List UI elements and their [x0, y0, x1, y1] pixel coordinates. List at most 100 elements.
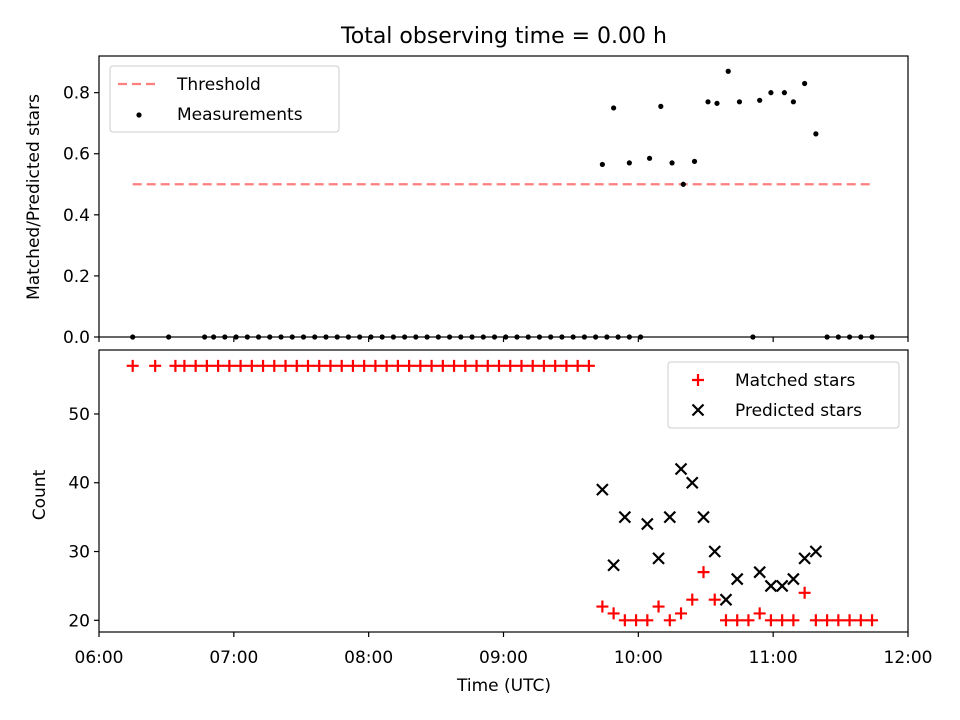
measurement-point: [658, 103, 664, 109]
matched-star-point: [470, 359, 483, 372]
matched-star-point: [708, 593, 721, 606]
x-tick-label: 10:00: [614, 648, 663, 668]
bottom-marks: [126, 359, 879, 627]
predicted-star-point: [641, 517, 654, 531]
matched-star-point: [459, 359, 472, 372]
top-panel: 0.00.20.40.60.8 Matched/Predicted stars …: [24, 55, 909, 348]
legend-predicted-label: Predicted stars: [735, 401, 862, 421]
predicted-star-point: [674, 462, 688, 476]
matched-star-point: [832, 614, 845, 627]
predicted-star-point: [787, 572, 800, 586]
matched-star-point: [582, 359, 595, 372]
measurement-point: [736, 99, 743, 105]
measurement-point: [611, 105, 617, 111]
matched-star-point: [596, 600, 609, 613]
matched-star-point: [189, 359, 202, 372]
y-tick-label: 20: [68, 611, 90, 631]
predicted-star-point: [798, 552, 811, 565]
y-tick-label: 0.4: [63, 206, 90, 226]
predicted-star-point: [809, 545, 823, 558]
measurement-point: [599, 161, 605, 168]
matched-star-point: [257, 359, 270, 372]
measurement-point: [714, 100, 720, 106]
measurement-point: [725, 68, 731, 74]
matched-star-point: [313, 359, 326, 372]
predicted-star-point: [719, 593, 733, 606]
matched-star-point: [436, 359, 449, 372]
matched-star-point: [663, 614, 676, 627]
matched-star-point: [571, 359, 584, 372]
matched-star-point: [301, 359, 314, 372]
matched-star-point: [369, 359, 382, 372]
top-y-axis-label: Matched/Predicted stars: [24, 94, 44, 300]
matched-star-point: [200, 359, 213, 372]
y-tick-label: 50: [68, 405, 90, 425]
y-tick-label: 0.0: [63, 328, 90, 348]
matched-star-point: [697, 566, 710, 579]
matched-star-point: [425, 359, 438, 372]
matched-star-point: [549, 359, 562, 372]
legend-matched-swatch: [692, 374, 704, 386]
matched-star-point: [537, 359, 550, 372]
matched-star-point: [809, 614, 822, 627]
bottom-y-axis-label: Count: [30, 469, 50, 520]
matched-star-point: [414, 359, 427, 372]
predicted-star-point: [652, 552, 665, 565]
matched-star-point: [764, 614, 777, 627]
y-tick-label: 0.2: [63, 267, 90, 287]
matched-star-point: [358, 359, 371, 372]
x-tick-label: 11:00: [749, 648, 798, 668]
measurement-point: [757, 97, 763, 103]
measurement-point: [768, 90, 774, 96]
matched-star-point: [268, 359, 281, 372]
matched-star-point: [290, 359, 303, 372]
matched-star-point: [652, 600, 665, 613]
x-axis-label: Time (UTC): [456, 676, 551, 696]
matched-star-point: [776, 614, 789, 627]
matched-star-point: [798, 586, 811, 599]
predicted-star-point: [596, 483, 609, 496]
top-legend: Threshold Measurements: [109, 65, 340, 133]
x-tick-label: 09:00: [479, 648, 528, 668]
measurement-point: [813, 131, 819, 137]
legend-measurements-swatch: [136, 112, 142, 118]
matched-star-point: [787, 614, 800, 627]
predicted-star-point: [618, 510, 632, 524]
matched-star-point: [324, 359, 337, 372]
legend-box: [109, 65, 340, 133]
measurement-point: [646, 155, 653, 161]
y-tick-label: 30: [68, 543, 90, 563]
measurement-point: [680, 181, 686, 187]
measurement-point: [781, 90, 788, 96]
x-tick-label: 06:00: [75, 648, 124, 668]
matched-star-point: [223, 359, 236, 372]
matched-star-point: [719, 614, 732, 627]
predicted-star-point: [697, 510, 710, 524]
top-x-ticks: [98, 337, 909, 342]
predicted-star-point: [775, 579, 789, 593]
bottom-legend: Matched stars Predicted stars: [667, 361, 900, 429]
matched-star-point: [126, 359, 139, 372]
matched-star-point: [391, 359, 404, 372]
y-tick-label: 0.6: [63, 145, 90, 165]
matched-star-point: [149, 359, 162, 372]
matched-star-point: [245, 359, 258, 372]
matched-star-point: [742, 614, 755, 627]
predicted-star-point: [685, 476, 699, 490]
predicted-star-point: [764, 579, 778, 593]
matched-star-point: [854, 614, 867, 627]
measurement-point: [705, 99, 711, 105]
matched-star-point: [234, 359, 247, 372]
bottom-y-ticks: 20 30 40 50: [68, 405, 99, 631]
y-tick-label: 40: [68, 474, 90, 494]
matched-star-point: [335, 359, 348, 372]
matched-star-point: [448, 359, 461, 372]
bottom-panel: 20 30 40 50 06:00 07:00 08:00 09:00 10:00 11:00 1…: [30, 349, 933, 696]
y-tick-label: 0.8: [63, 84, 90, 104]
predicted-star-point: [730, 572, 744, 586]
matched-star-point: [526, 359, 539, 372]
measurement-point: [790, 99, 796, 105]
matched-star-point: [493, 359, 506, 372]
matched-star-point: [630, 614, 643, 627]
